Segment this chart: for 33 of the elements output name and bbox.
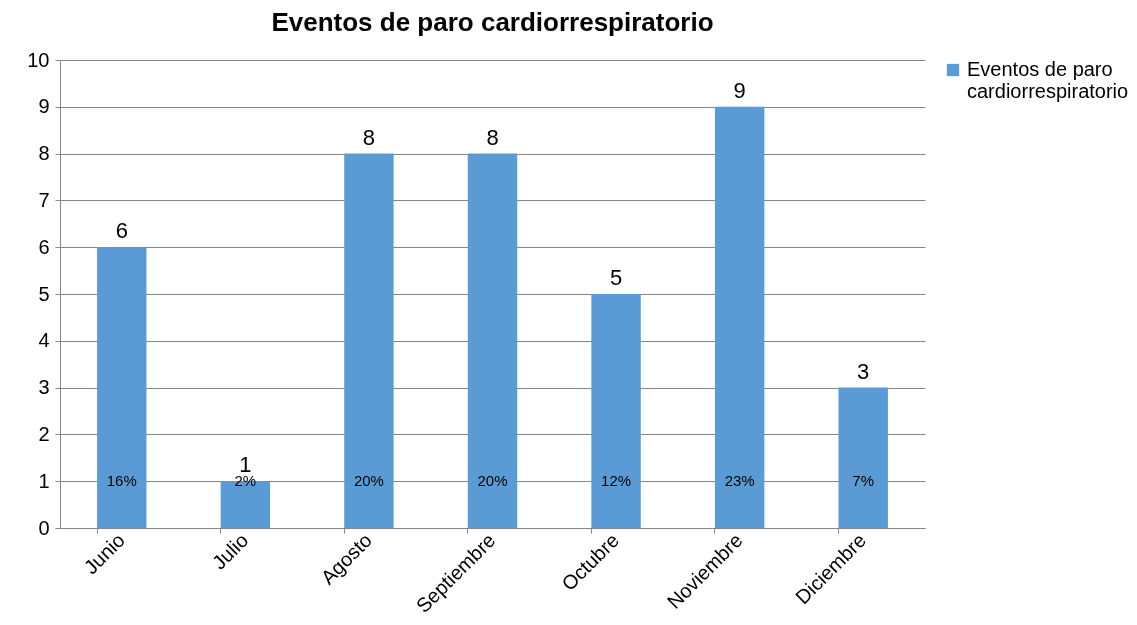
- annotation: 23%: [724, 472, 755, 489]
- data-label: 8: [362, 124, 376, 150]
- annotation: 20%: [477, 472, 508, 489]
- y-tick-label: 10: [27, 48, 50, 71]
- data-label: 8: [486, 124, 499, 150]
- data-label: 6: [115, 218, 128, 244]
- chart-title: Eventos de paro cardiorrespiratorio: [271, 7, 714, 37]
- bar: [467, 153, 518, 528]
- y-tick-label: 1: [38, 469, 50, 492]
- annotation: 12%: [601, 472, 632, 489]
- annotation: 2%: [234, 472, 257, 489]
- bar: [838, 387, 888, 528]
- bar: [714, 106, 765, 528]
- y-tick-label: 7: [38, 188, 50, 211]
- data-label: 3: [857, 358, 870, 384]
- y-tick-label: 8: [38, 142, 50, 165]
- data-label: 9: [733, 77, 746, 103]
- y-tick-label: 6: [38, 235, 50, 258]
- legend-label: Eventos de paro cardiorrespiratorio: [967, 58, 1129, 102]
- annotation: 20%: [353, 472, 384, 489]
- y-tick-label: 5: [38, 282, 50, 305]
- bar: [344, 153, 394, 528]
- y-tick-label: 4: [38, 329, 50, 352]
- bar: [97, 247, 147, 528]
- y-tick-label: 2: [38, 422, 50, 445]
- bar: [591, 294, 641, 528]
- y-tick-label: 0: [38, 516, 50, 539]
- data-label: 5: [609, 265, 623, 290]
- annotation: 7%: [852, 472, 875, 489]
- x-tick-label: Julio: [207, 529, 253, 574]
- y-tick-label: 9: [38, 95, 50, 118]
- y-tick-label: 3: [38, 376, 50, 399]
- annotation: 16%: [106, 472, 137, 489]
